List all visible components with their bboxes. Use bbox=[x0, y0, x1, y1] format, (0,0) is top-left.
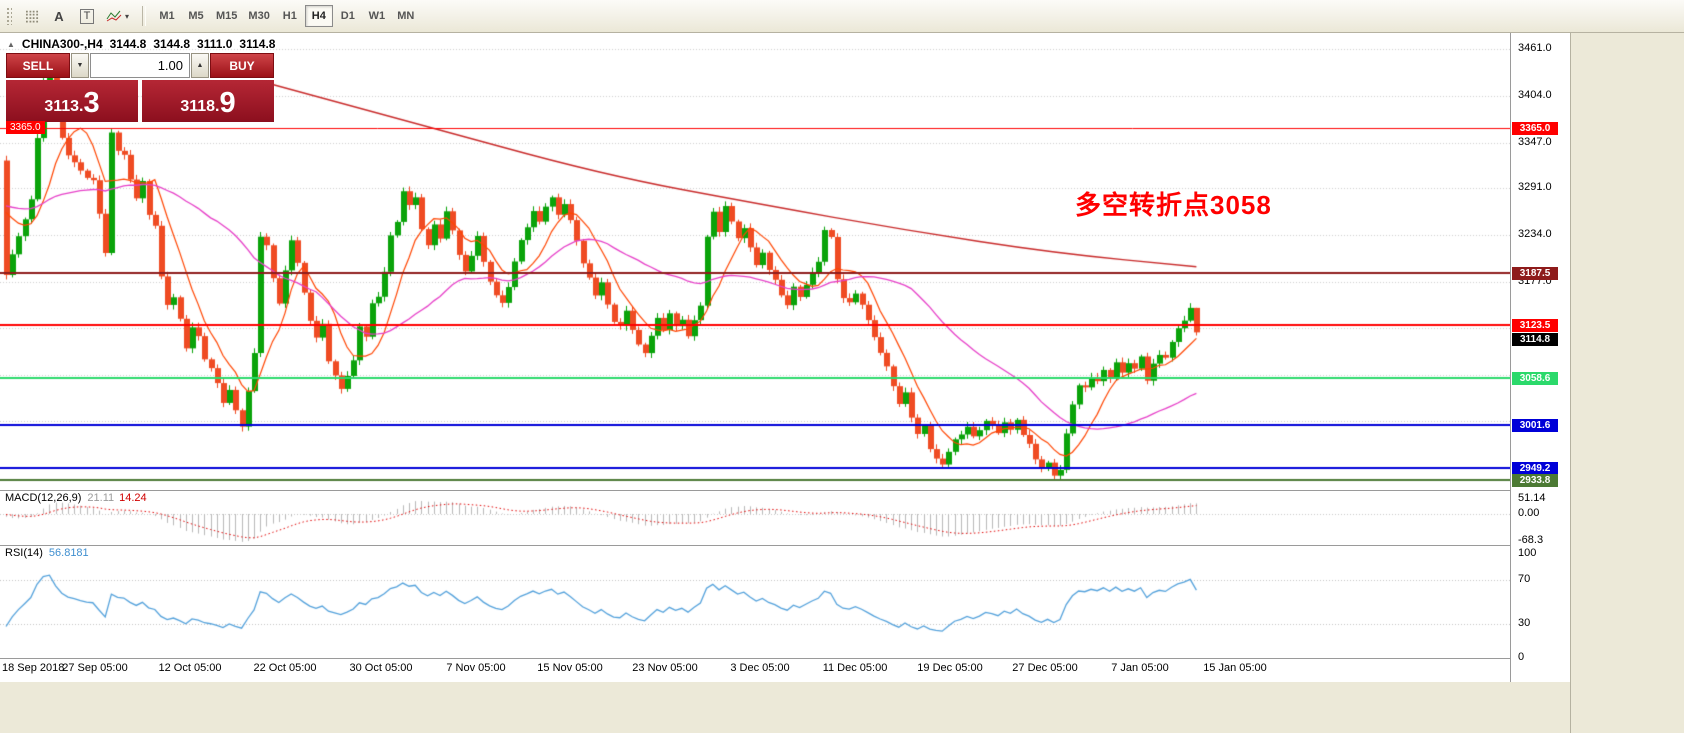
price-axis-border bbox=[1510, 33, 1511, 682]
time-axis-label: 7 Nov 05:00 bbox=[446, 662, 506, 674]
oct-price-row: 3113. 3 3118. 9 bbox=[6, 80, 274, 122]
chevron-down-icon: ▾ bbox=[125, 11, 130, 21]
time-axis-label: 27 Dec 05:00 bbox=[1012, 662, 1078, 674]
dots-grid-icon: ⣿⣿ bbox=[24, 9, 40, 23]
macd-main-value: 21.11 bbox=[87, 492, 115, 504]
macd-axis-label: 0.00 bbox=[1518, 507, 1540, 519]
timeframe-button-m30[interactable]: M30 bbox=[243, 5, 274, 27]
macd-signal-value: 14.24 bbox=[119, 492, 147, 504]
text-label-button[interactable]: A bbox=[46, 5, 72, 28]
toolbar-drag-handle[interactable] bbox=[6, 7, 12, 25]
time-axis-label: 3 Dec 05:00 bbox=[730, 662, 790, 674]
time-axis-splitter[interactable] bbox=[0, 658, 1570, 659]
chevron-down-icon: ▼ bbox=[76, 62, 84, 69]
chevron-up-icon: ▲ bbox=[196, 62, 204, 69]
chart-annotation-text[interactable]: 多空转折点3058 bbox=[1075, 190, 1272, 220]
price-axis[interactable]: 3461.0 3404.0 3347.0 3291.0 3234.0 3177.0 3365… bbox=[1511, 33, 1570, 682]
timeframe-button-m5[interactable]: M5 bbox=[182, 5, 210, 27]
volume-input[interactable] bbox=[90, 53, 190, 78]
ask-price-display[interactable]: 3118. 9 bbox=[142, 80, 274, 122]
rsi-axis-label: 70 bbox=[1518, 573, 1531, 585]
macd-panel-splitter[interactable] bbox=[0, 490, 1570, 491]
ask-big-digit: 9 bbox=[219, 87, 236, 119]
one-click-collapse-arrow[interactable]: ▲ bbox=[7, 39, 15, 49]
toolbar: ⣿⣿ A T ▾ M1 M5 M15 M30 H1 H4 D1 W1 MN bbox=[0, 0, 1684, 33]
time-axis-label: 18 Sep 2018 bbox=[2, 662, 65, 674]
time-axis-label: 19 Dec 05:00 bbox=[917, 662, 983, 674]
price-tag-3058.6: 3058.6 bbox=[1512, 372, 1558, 385]
text-box-button[interactable]: T bbox=[74, 5, 100, 28]
timeframe-button-mn[interactable]: MN bbox=[392, 5, 420, 27]
time-axis-label: 22 Oct 05:00 bbox=[253, 662, 317, 674]
rsi-name: RSI(14) bbox=[5, 547, 43, 559]
timeframe-button-m1[interactable]: M1 bbox=[153, 5, 181, 27]
price-axis-label: 3347.0 bbox=[1518, 136, 1552, 148]
toolbar-separator bbox=[142, 6, 147, 26]
price-tag-3123.5: 3123.5 bbox=[1512, 319, 1558, 332]
price-axis-label: 3461.0 bbox=[1518, 42, 1552, 54]
bid-main-digits: 3113. bbox=[44, 98, 84, 115]
right-empty-panel bbox=[1570, 33, 1684, 733]
low-value: 3111.0 bbox=[197, 37, 233, 51]
time-axis-label: 23 Nov 05:00 bbox=[632, 662, 698, 674]
rsi-value: 56.8181 bbox=[48, 547, 89, 559]
price-tag-2949.2: 2949.2 bbox=[1512, 462, 1558, 475]
price-tag-3365.0: 3365.0 bbox=[1512, 122, 1558, 135]
sell-button[interactable]: SELL bbox=[6, 53, 70, 78]
close-value: 3114.8 bbox=[239, 37, 276, 51]
price-tag-3187.5: 3187.5 bbox=[1512, 267, 1558, 280]
timeframe-button-group: M1 M5 M15 M30 H1 H4 D1 W1 MN bbox=[153, 5, 421, 27]
macd-axis-label: 51.14 bbox=[1518, 492, 1546, 504]
time-axis[interactable]: 18 Sep 2018 27 Sep 05:00 12 Oct 05:00 22 Oc… bbox=[0, 659, 1570, 682]
time-axis-label: 15 Nov 05:00 bbox=[537, 662, 603, 674]
bid-price-display[interactable]: 3113. 3 bbox=[6, 80, 138, 122]
indicators-dropdown-button[interactable]: ▾ bbox=[102, 5, 133, 28]
timeframe-button-m15[interactable]: M15 bbox=[211, 5, 242, 27]
time-axis-label: 12 Oct 05:00 bbox=[158, 662, 222, 674]
rsi-axis-label: 100 bbox=[1518, 547, 1537, 559]
time-axis-label: 30 Oct 05:00 bbox=[349, 662, 413, 674]
candlestick-chart-canvas[interactable] bbox=[0, 33, 1510, 658]
letter-a-icon: A bbox=[54, 8, 64, 24]
time-axis-label: 15 Jan 05:00 bbox=[1203, 662, 1267, 674]
rsi-axis-label: 30 bbox=[1518, 617, 1531, 629]
price-axis-label: 3291.0 bbox=[1518, 181, 1552, 193]
indicator-curves-icon bbox=[106, 10, 122, 22]
volume-increase-button[interactable]: ▲ bbox=[191, 53, 209, 78]
time-axis-label: 11 Dec 05:00 bbox=[822, 662, 888, 674]
price-tag-2933.8: 2933.8 bbox=[1512, 474, 1558, 487]
high-value: 3144.8 bbox=[153, 37, 191, 51]
chart-objects-button[interactable]: ⣿⣿ bbox=[18, 5, 44, 28]
price-axis-label: 3234.0 bbox=[1518, 228, 1552, 240]
macd-indicator-label: MACD(12,26,9) 21.11 14.24 bbox=[5, 492, 147, 504]
one-click-trading-panel: SELL ▼ ▲ BUY 3113.3 3118.9 bbox=[6, 53, 274, 122]
macd-name: MACD(12,26,9) bbox=[5, 492, 82, 504]
timeframe-button-h4[interactable]: H4 bbox=[304, 5, 333, 27]
symbol-period-label: CHINA300-,H4 bbox=[21, 37, 103, 51]
oct-controls-row: SELL ▼ ▲ BUY bbox=[6, 53, 274, 78]
buy-button[interactable]: BUY bbox=[210, 53, 274, 78]
rsi-panel-splitter[interactable] bbox=[0, 545, 1570, 546]
price-tag-3001.6: 3001.6 bbox=[1512, 419, 1558, 432]
open-value: 3144.8 bbox=[109, 37, 147, 51]
timeframe-button-h1[interactable]: H1 bbox=[276, 5, 304, 27]
volume-decrease-button[interactable]: ▼ bbox=[71, 53, 89, 78]
time-axis-label: 7 Jan 05:00 bbox=[1111, 662, 1169, 674]
time-axis-label: 27 Sep 05:00 bbox=[62, 662, 128, 674]
rsi-axis-label: 0 bbox=[1518, 651, 1525, 663]
timeframe-button-d1[interactable]: D1 bbox=[334, 5, 362, 27]
chart-ohlc-header: ▲ CHINA300-,H4 3144.8 3144.8 3111.0 3114… bbox=[7, 37, 275, 51]
bid-big-digit: 3 bbox=[83, 87, 100, 119]
ask-main-digits: 3118. bbox=[180, 98, 220, 115]
letter-t-icon: T bbox=[79, 8, 95, 24]
timeframe-button-w1[interactable]: W1 bbox=[363, 5, 391, 27]
macd-axis-label: -68.3 bbox=[1518, 534, 1544, 546]
current-price-tag: 3114.8 bbox=[1512, 333, 1558, 346]
rsi-indicator-label: RSI(14) 56.8181 bbox=[5, 547, 89, 559]
hline-price-tag-left: 3365.0 bbox=[6, 121, 45, 134]
price-axis-label: 3404.0 bbox=[1518, 89, 1552, 101]
